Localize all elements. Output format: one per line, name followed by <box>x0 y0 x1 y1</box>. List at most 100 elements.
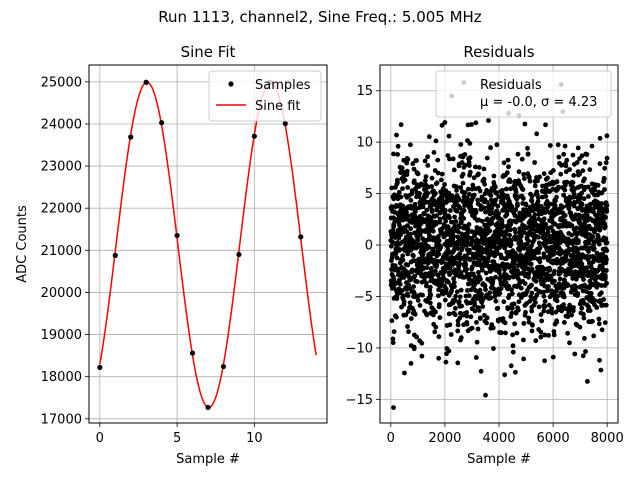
residual-point-2372 <box>580 353 586 359</box>
residual-point-218 <box>406 329 411 335</box>
residuals-ytick-label-6: 15 <box>356 84 373 99</box>
residual-point-868 <box>458 270 464 275</box>
residual-point-1883 <box>541 289 546 295</box>
residual-point-2251 <box>571 305 576 310</box>
residual-point-90 <box>395 143 401 149</box>
residual-point-1830 <box>536 240 542 246</box>
residual-point-11 <box>389 185 395 191</box>
residual-point-803 <box>453 219 459 224</box>
sine-fit-title: Sine Fit <box>181 43 236 61</box>
residual-point-1386 <box>500 223 506 229</box>
residual-point-2204 <box>567 302 572 308</box>
residual-point-1092 <box>477 259 482 264</box>
residual-point-1886 <box>541 251 547 257</box>
residual-point-550 <box>433 191 438 196</box>
residual-point-2055 <box>555 293 560 299</box>
residual-point-444 <box>424 207 430 213</box>
residual-point-1118 <box>479 291 484 297</box>
residual-point-1590 <box>517 247 523 253</box>
residual-point-1706 <box>526 212 532 218</box>
residual-point-587 <box>436 234 441 239</box>
residual-point-1484 <box>508 363 514 369</box>
residual-point-1851 <box>538 312 544 317</box>
residual-point-841 <box>456 197 462 203</box>
residual-point-2500 <box>591 333 597 339</box>
residual-point-1409 <box>502 320 508 326</box>
residual-point-2261 <box>571 191 577 197</box>
residuals-ytick-label-2: −5 <box>354 290 373 305</box>
residual-point-2155 <box>563 253 569 259</box>
residual-point-2400 <box>583 349 588 354</box>
residual-point-446 <box>424 265 430 271</box>
residual-point-209 <box>405 262 411 268</box>
residual-point-2144 <box>562 187 568 193</box>
residual-point-2172 <box>564 179 570 185</box>
residual-point-593 <box>436 334 442 340</box>
residual-point-935 <box>464 310 470 315</box>
residual-point-205 <box>405 324 410 329</box>
residual-point-1734 <box>529 243 534 249</box>
residual-point-439 <box>424 280 429 286</box>
residual-point-2458 <box>587 201 593 207</box>
residual-point-1958 <box>547 267 553 273</box>
residual-point-772 <box>451 233 456 239</box>
residual-point-556 <box>433 138 439 144</box>
residual-point-1509 <box>510 349 516 355</box>
sample-point-5 <box>174 232 180 239</box>
residual-point-1737 <box>529 290 535 296</box>
residual-point-2374 <box>581 311 586 317</box>
residual-point-2268 <box>572 351 578 357</box>
figure-suptitle: Run 1113, channel2, Sine Freq.: 5.005 MH… <box>158 8 482 26</box>
residual-point-683 <box>443 289 449 295</box>
residual-point-1289 <box>493 184 498 190</box>
residual-point-2589 <box>598 367 604 373</box>
sample-point-2 <box>128 134 134 140</box>
residual-point-980 <box>467 169 473 175</box>
residual-point-1579 <box>516 299 522 305</box>
residual-point-2203 <box>567 167 572 172</box>
residual-point-848 <box>457 261 462 266</box>
residual-point-206 <box>405 223 410 229</box>
residual-point-2168 <box>564 257 570 263</box>
residual-point-1716 <box>527 178 533 184</box>
residual-point-146 <box>400 253 406 259</box>
residuals-xtick-label-1: 2000 <box>428 431 461 446</box>
residual-point-2365 <box>580 264 586 270</box>
residual-point-213 <box>405 293 411 299</box>
residuals-ytick-label-1: −10 <box>346 341 373 356</box>
residual-point-1519 <box>511 301 517 307</box>
legend-residuals-stats: μ = -0.0, σ = 4.23 <box>480 95 597 110</box>
residual-point-2169 <box>564 157 570 163</box>
residual-point-2181 <box>565 314 571 320</box>
residual-point-855 <box>457 294 463 300</box>
residual-point-903 <box>461 208 467 213</box>
residual-point-2580 <box>597 135 603 141</box>
residual-point-2245 <box>570 180 576 186</box>
residuals-title: Residuals <box>463 43 534 61</box>
residual-point-241 <box>408 142 413 148</box>
residual-point-1735 <box>529 282 534 288</box>
residual-point-2017 <box>552 278 557 284</box>
residual-point-605 <box>437 315 443 320</box>
residual-point-1270 <box>491 173 497 179</box>
residual-point-39 <box>391 276 397 282</box>
residual-point-1089 <box>476 308 482 313</box>
residual-point-2137 <box>561 294 567 300</box>
residual-point-676 <box>443 218 449 224</box>
residual-point-1422 <box>503 280 509 286</box>
residual-point-1487 <box>509 287 514 293</box>
residual-point-445 <box>424 312 430 318</box>
residual-point-140 <box>399 165 405 171</box>
residual-point-2026 <box>552 203 558 208</box>
residual-point-2158 <box>563 163 569 169</box>
residual-point-2420 <box>584 212 590 218</box>
residual-point-391 <box>420 292 425 298</box>
residual-point-1179 <box>484 320 489 326</box>
residual-point-2658 <box>604 257 609 262</box>
sample-point-9 <box>236 251 242 258</box>
residual-point-1450 <box>506 164 511 170</box>
residual-point-2139 <box>562 320 567 325</box>
residual-point-2042 <box>554 194 559 200</box>
residual-point-186 <box>403 312 409 318</box>
residual-point-455 <box>425 190 431 196</box>
